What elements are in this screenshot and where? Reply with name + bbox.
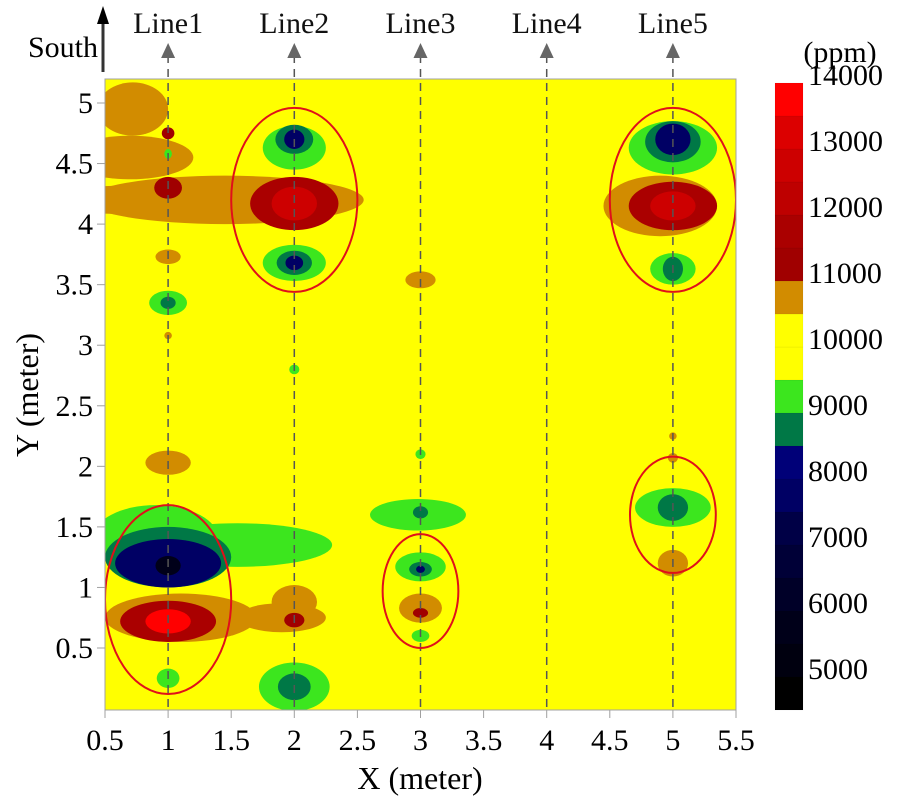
colorbar: (ppm) 14000 13000 12000 11000 10000 9000 8000 7… [774, 36, 883, 711]
colorbar-band [774, 148, 804, 183]
colorbar-tick-label: 12000 [808, 191, 883, 224]
x-tick-label: 2.5 [339, 724, 377, 757]
colorbar-band [774, 214, 804, 249]
contour-region [412, 506, 429, 519]
south-label: South [28, 31, 98, 64]
y-tick-label: 1.5 [56, 511, 94, 544]
y-tick-label: 3.5 [56, 269, 94, 302]
x-tick-label: 3.5 [465, 724, 503, 757]
x-tick-label: 5.5 [717, 724, 755, 757]
contour-region [105, 135, 194, 180]
colorbar-band [774, 610, 804, 645]
x-tick-label: 4.5 [591, 724, 629, 757]
x-tick-label: 4 [539, 724, 554, 757]
colorbar-tick-label: 14000 [808, 59, 883, 92]
colorbar-unit-label: (ppm) [803, 36, 876, 69]
colorbar-band [774, 577, 804, 612]
survey-line-arrow-icon [413, 43, 428, 58]
colorbar-tick-label: 9000 [808, 389, 868, 422]
survey-line-label: Line1 [133, 7, 203, 40]
colorbar-band [774, 478, 804, 513]
highlight-ellipse [381, 533, 460, 649]
colorbar-band [774, 247, 804, 282]
colorbar-band [774, 181, 804, 216]
highlight-ellipse [628, 455, 717, 574]
colorbar-tick-label: 10000 [808, 323, 883, 356]
plot-area [105, 79, 736, 710]
survey-line-label: Line5 [638, 7, 708, 40]
colorbar-band [774, 379, 804, 414]
x-tick-label: 5 [665, 724, 680, 757]
contour-region [161, 127, 175, 140]
highlight-ellipse [608, 106, 736, 293]
contour-region [105, 82, 169, 136]
y-tick-label: 1 [78, 571, 93, 604]
colorbar-band [774, 280, 804, 315]
survey-line-arrow-icon [665, 43, 680, 58]
survey-line-arrow-icon [161, 43, 176, 58]
y-tick-label: 4.5 [56, 148, 94, 181]
colorbar-band [774, 676, 804, 711]
contour-region [667, 453, 678, 463]
contour-region [160, 296, 176, 309]
x-axis-title: X (meter) [357, 760, 482, 796]
colorbar-band [774, 544, 804, 579]
y-tick-label: 4 [78, 208, 93, 241]
colorbar-tick-label: 5000 [808, 653, 868, 686]
y-tick-label: 2.5 [56, 390, 94, 423]
colorbar-tick-label: 11000 [808, 257, 882, 290]
colorbar-band [774, 346, 804, 381]
survey-line-label: Line2 [259, 7, 329, 40]
survey-line-label: Line4 [512, 7, 582, 40]
colorbar-band [774, 412, 804, 447]
survey-line-arrows: Line1 Line2 Line3 Line4 Line5 [133, 7, 708, 79]
highlight-ellipse [230, 106, 359, 293]
survey-line-label: Line3 [386, 7, 456, 40]
colorbar-band [774, 313, 804, 348]
colorbar-band [774, 115, 804, 150]
colorbar-band [774, 445, 804, 480]
x-axis: 0.5 1 1.5 2 2.5 3 3.5 4 4.5 5 5.5 [86, 710, 755, 757]
colorbar-band [774, 643, 804, 678]
colorbar-tick-labels: 14000 13000 12000 11000 10000 9000 8000 7000 600… [808, 59, 883, 686]
survey-line-arrow-icon [539, 43, 554, 58]
y-tick-label: 3 [78, 329, 93, 362]
x-tick-label: 2 [287, 724, 302, 757]
contour-region [271, 186, 318, 221]
highlight-ellipse-layer [105, 106, 736, 695]
survey-line-arrow-icon [287, 43, 302, 58]
south-indicator: South [28, 6, 109, 72]
contour-region [412, 608, 429, 618]
x-tick-label: 3 [413, 724, 428, 757]
contour-region [416, 565, 425, 573]
colorbar-tick-label: 7000 [808, 521, 868, 554]
y-tick-label: 2 [78, 450, 93, 483]
x-tick-label: 1.5 [212, 724, 250, 757]
colorbar-bands [774, 82, 804, 711]
anomaly-layer [105, 82, 718, 710]
x-tick-label: 0.5 [86, 724, 124, 757]
colorbar-band [774, 82, 804, 117]
survey-lines-layer [167, 79, 674, 710]
colorbar-tick-label: 8000 [808, 455, 868, 488]
colorbar-tick-label: 13000 [808, 125, 883, 158]
y-tick-label: 5 [78, 87, 93, 120]
y-axis-title: Y (meter) [9, 333, 45, 457]
contour-region [650, 191, 696, 221]
colorbar-band [774, 511, 804, 546]
colorbar-tick-label: 6000 [808, 587, 868, 620]
x-tick-label: 1 [161, 724, 176, 757]
contour-region [285, 255, 304, 271]
y-axis: 0.5 1 1.5 2 2.5 3 3.5 4 4.5 5 [56, 87, 105, 665]
y-tick-label: 0.5 [56, 632, 94, 665]
south-arrow-icon [97, 6, 109, 24]
